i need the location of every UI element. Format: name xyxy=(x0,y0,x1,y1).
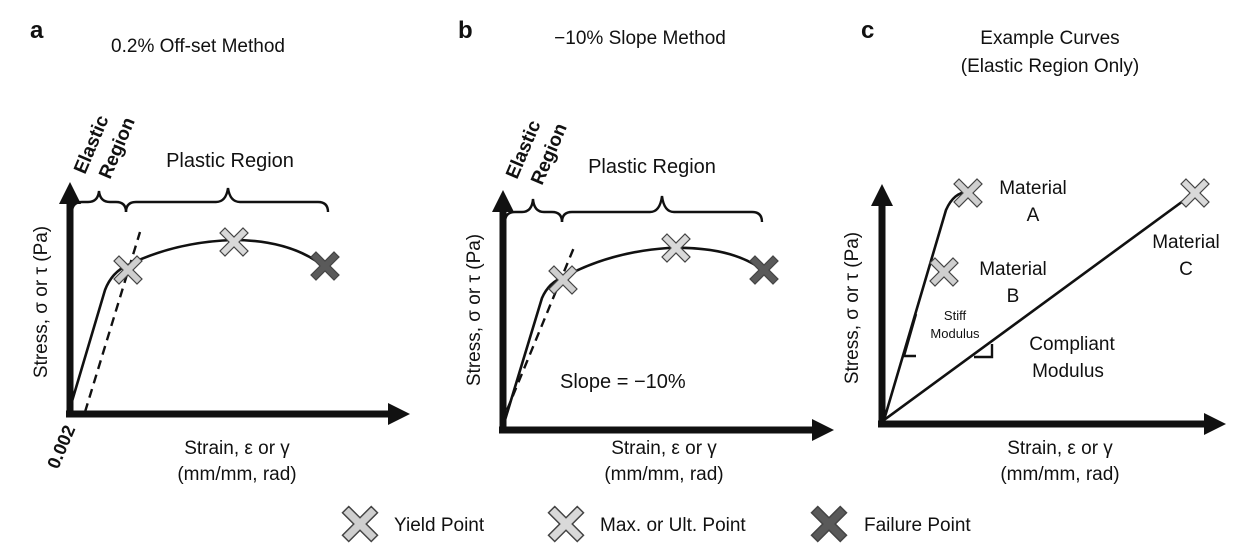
panel-b-slope-label: Slope = −10% xyxy=(560,371,686,393)
panel-a-x-arrowhead xyxy=(388,403,410,425)
panel-b-yield-marker xyxy=(548,265,578,295)
panel-c-material-c-label-2: C xyxy=(1179,259,1193,280)
panel-c-material-a-marker xyxy=(953,178,983,208)
legend-yield-label: Yield Point xyxy=(394,515,485,536)
panel-c-compliant-label-1: Compliant xyxy=(1029,334,1115,355)
panel-a-x-label-1: Strain, ε or γ xyxy=(184,438,290,459)
panel-c-material-c-label-1: Material xyxy=(1152,232,1220,253)
panel-b-y-label: Stress, σ or τ (Pa) xyxy=(464,234,485,386)
panel-c-material-a-label-1: Material xyxy=(999,178,1067,199)
panel-c-stiff-slope-triangle xyxy=(902,313,918,358)
panel-c-material-b-label-1: Material xyxy=(979,259,1047,280)
legend-max-label: Max. or Ult. Point xyxy=(600,515,746,536)
legend-max-marker xyxy=(547,505,585,543)
panel-c-title-1: Example Curves xyxy=(980,28,1119,49)
legend: Yield Point Max. or Ult. Point Failure P… xyxy=(341,505,971,543)
panel-c-material-b-marker xyxy=(929,257,959,287)
panel-a-x-label-2: (mm/mm, rad) xyxy=(177,464,296,485)
panel-b-plastic-label: Plastic Region xyxy=(588,156,716,178)
panel-c: c Example Curves (Elastic Region Only) S… xyxy=(842,17,1226,485)
panel-c-material-b-label-2: B xyxy=(1007,286,1020,307)
panel-b-y-arrowhead xyxy=(492,190,514,212)
panel-b-x-label-2: (mm/mm, rad) xyxy=(604,464,723,485)
panel-c-material-a-curve xyxy=(882,190,969,421)
panel-c-y-label: Stress, σ or τ (Pa) xyxy=(842,232,863,384)
panel-b-x-label-1: Strain, ε or γ xyxy=(611,438,717,459)
panel-c-label: c xyxy=(861,17,874,44)
panel-a: a 0.2% Off-set Method Elastic Region Pla… xyxy=(30,17,410,485)
panel-a-offset-line xyxy=(83,231,142,413)
panel-c-material-c-curve xyxy=(883,191,1195,422)
panel-b-title: −10% Slope Method xyxy=(554,28,726,49)
panel-c-material-a-label-2: A xyxy=(1027,205,1040,226)
panel-c-stiff-label-2: Modulus xyxy=(930,326,980,341)
panel-b-label: b xyxy=(458,17,473,44)
legend-failure-marker xyxy=(810,505,848,543)
panel-a-y-label: Stress, σ or τ (Pa) xyxy=(31,226,52,378)
panel-c-x-label-1: Strain, ε or γ xyxy=(1007,438,1113,459)
panel-c-x-arrowhead xyxy=(1204,413,1226,435)
panel-b: b −10% Slope Method Elastic Region Plast… xyxy=(458,17,834,485)
panel-b-x-arrowhead xyxy=(812,419,834,441)
panel-c-stiff-label-1: Stiff xyxy=(944,308,967,323)
panel-b-failure-marker xyxy=(749,255,779,285)
legend-yield-marker xyxy=(341,505,379,543)
panel-c-material-c-marker xyxy=(1180,178,1210,208)
panel-a-failure-marker xyxy=(310,251,340,281)
panel-a-y-arrowhead xyxy=(59,182,81,204)
legend-failure-label: Failure Point xyxy=(864,515,971,536)
panel-c-title-2: (Elastic Region Only) xyxy=(961,56,1139,77)
panel-a-plastic-brace xyxy=(124,187,330,213)
panel-b-elastic-brace xyxy=(503,198,564,223)
panel-a-title: 0.2% Off-set Method xyxy=(111,36,285,57)
panel-a-elastic-brace xyxy=(70,190,128,213)
panel-c-compliant-label-2: Modulus xyxy=(1032,361,1104,382)
panel-c-compliant-slope-triangle xyxy=(974,344,994,359)
panel-a-plastic-label: Plastic Region xyxy=(166,150,294,172)
panel-b-stress-strain-curve xyxy=(503,246,761,421)
panel-b-plastic-brace xyxy=(560,195,764,223)
panel-c-y-arrowhead xyxy=(871,184,893,206)
panel-a-max-marker xyxy=(219,227,249,257)
panel-a-stress-strain-curve xyxy=(68,238,319,409)
panel-a-label: a xyxy=(30,17,44,44)
panel-a-offset-value: 0.002 xyxy=(43,422,79,471)
panel-c-x-label-2: (mm/mm, rad) xyxy=(1000,464,1119,485)
